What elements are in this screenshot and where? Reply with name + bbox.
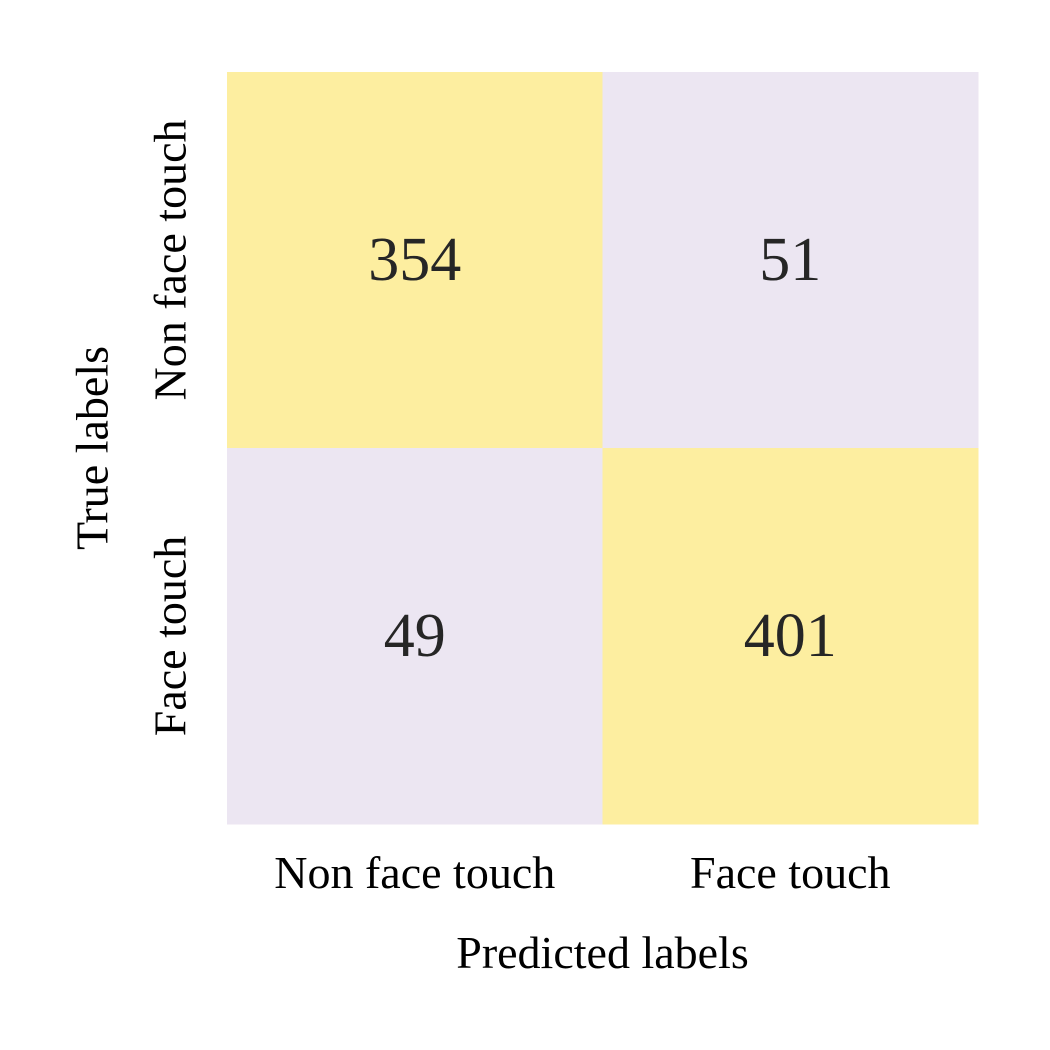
- y-tick-label-1: Face touch: [145, 536, 196, 737]
- heatmap-cells: [227, 72, 979, 825]
- cell-value-r0-c1: 51: [759, 226, 821, 294]
- heatmap-cell-r1-c0: [227, 448, 603, 825]
- x-axis-label: Predicted labels: [456, 927, 749, 978]
- cell-value-r0-c0: 354: [368, 226, 461, 294]
- y-axis-label: True labels: [67, 346, 118, 550]
- heatmap-cell-r1-c1: [602, 448, 979, 825]
- cell-values: 354 51 49 401: [368, 226, 837, 670]
- x-tick-label-0: Non face touch: [274, 847, 555, 898]
- heatmap-cell-r0-c1: [602, 72, 979, 449]
- y-tick-labels: Non face touch Face touch: [145, 120, 196, 737]
- cell-value-r1-c1: 401: [744, 602, 837, 670]
- x-tick-labels: Non face touch Face touch: [274, 847, 890, 898]
- cell-value-r1-c0: 49: [384, 602, 446, 670]
- y-tick-label-0: Non face touch: [145, 120, 196, 401]
- heatmap-cell-r0-c0: [227, 72, 603, 449]
- x-tick-label-1: Face touch: [690, 847, 891, 898]
